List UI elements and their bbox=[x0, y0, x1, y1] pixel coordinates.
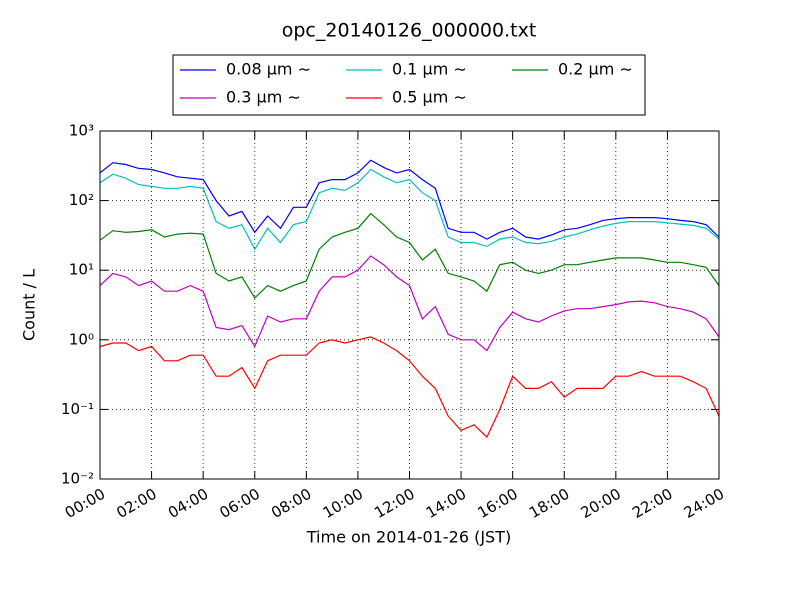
y-tick-label: 10⁰ bbox=[69, 330, 94, 348]
y-tick-label: 10² bbox=[69, 191, 94, 209]
x-tick-label: 20:00 bbox=[578, 485, 624, 522]
chart-title: opc_20140126_000000.txt bbox=[282, 20, 537, 42]
x-tick-label: 08:00 bbox=[268, 485, 314, 522]
x-tick-label: 14:00 bbox=[423, 485, 469, 522]
y-tick-label: 10¹ bbox=[69, 261, 94, 279]
x-tick-label: 00:00 bbox=[62, 485, 108, 522]
x-tick-label: 22:00 bbox=[629, 485, 675, 522]
y-tick-label: 10⁻¹ bbox=[61, 400, 94, 418]
legend-label: 0.5 μm ∼ bbox=[392, 88, 467, 107]
series-line bbox=[99, 255, 720, 352]
x-tick-label: 18:00 bbox=[526, 485, 572, 522]
x-axis-label: Time on 2014-01-26 (JST) bbox=[306, 528, 511, 547]
x-tick-label: 04:00 bbox=[165, 485, 211, 522]
legend-label: 0.3 μm ∼ bbox=[226, 88, 301, 107]
y-tick-label: 10³ bbox=[69, 122, 94, 140]
series-line bbox=[99, 212, 720, 299]
x-tick-label: 06:00 bbox=[217, 485, 263, 522]
legend-label: 0.2 μm ∼ bbox=[558, 60, 633, 79]
x-tick-label: 02:00 bbox=[113, 485, 159, 522]
series-line bbox=[99, 168, 720, 251]
x-tick-label: 16:00 bbox=[474, 485, 520, 522]
legend-box bbox=[172, 54, 646, 116]
x-tick-label: 24:00 bbox=[681, 485, 727, 522]
legend-label: 0.08 μm ∼ bbox=[226, 60, 311, 79]
plot-frame bbox=[99, 130, 720, 480]
series-line bbox=[99, 336, 720, 439]
series-line bbox=[99, 159, 720, 240]
legend-label: 0.1 μm ∼ bbox=[392, 60, 467, 79]
y-tick-label: 10⁻² bbox=[61, 470, 94, 488]
x-tick-label: 12:00 bbox=[371, 485, 417, 522]
x-tick-label: 10:00 bbox=[320, 485, 366, 522]
y-axis-label: Count / L bbox=[20, 269, 39, 341]
